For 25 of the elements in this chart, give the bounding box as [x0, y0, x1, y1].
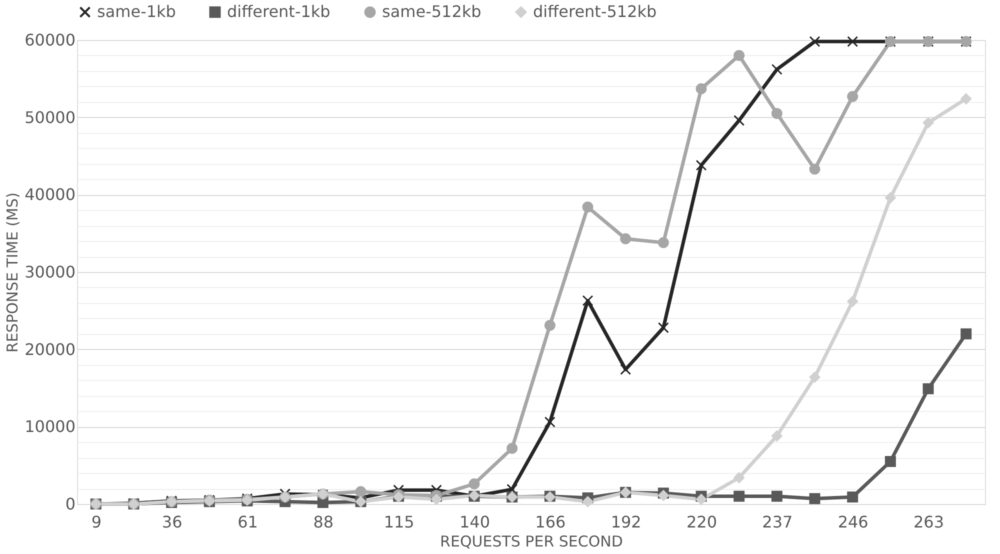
- x-tick-label: 115: [384, 512, 414, 532]
- y-tick-label: 10000: [24, 417, 76, 436]
- x-tick-label: 220: [686, 512, 718, 532]
- y-tick-label: 30000: [24, 262, 76, 282]
- y-tick-label: 50000: [24, 108, 76, 127]
- legend-label: same-1kb: [97, 2, 176, 22]
- y-tick-label: 0: [65, 494, 76, 514]
- legend-label: different-1kb: [227, 2, 330, 22]
- x-tick-label: 36: [162, 512, 182, 532]
- x-axis-title: REQUESTS PER SECOND: [440, 532, 623, 550]
- x-tick-label: 140: [459, 512, 490, 532]
- x-tick-label: 192: [610, 512, 642, 532]
- x-tick-label: 88: [313, 512, 334, 532]
- y-tick-label: 40000: [24, 185, 76, 204]
- x-tick-label: 9: [91, 512, 102, 532]
- legend-label: same-512kb: [382, 2, 482, 22]
- x-tick-label: 237: [762, 512, 793, 532]
- x-tick-label: 166: [535, 512, 566, 532]
- x-tick-label: 61: [238, 512, 258, 532]
- y-axis-title: RESPONSE TIME (MS): [4, 192, 22, 353]
- x-tick-label: 263: [913, 512, 944, 532]
- legend-label: different-512kb: [533, 2, 657, 22]
- x-tick-label: 246: [838, 512, 868, 532]
- y-tick-label: 20000: [24, 340, 76, 359]
- y-tick-label: 60000: [24, 30, 76, 50]
